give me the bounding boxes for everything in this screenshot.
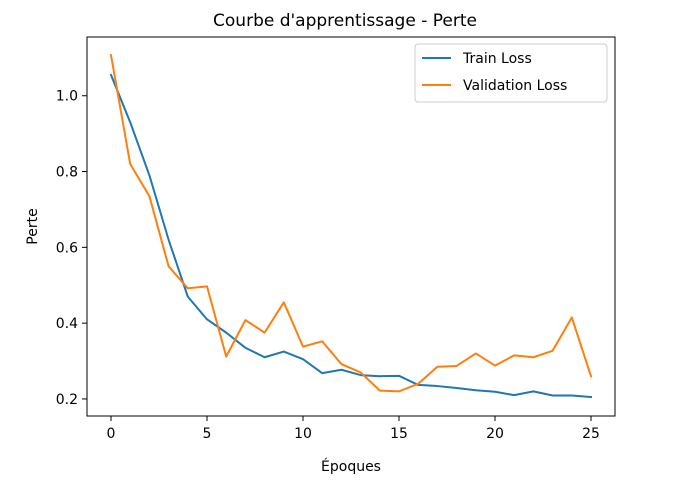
x-tick-label: 10 [294,426,312,442]
y-tick-label: 0.2 [56,392,78,408]
legend: Train Loss Validation Loss [414,43,608,103]
chart-title: Courbe d'apprentissage - Perte [213,11,477,31]
plot-frame [86,36,616,417]
tick-layer: 0 5 10 15 20 25 0.2 0.4 0.6 0.8 1.0 [56,89,600,442]
x-tick-label: 5 [203,426,212,442]
y-tick-label: 0.6 [56,240,78,256]
x-tick-label: 15 [390,426,408,442]
y-tick-label: 0.4 [56,316,78,332]
y-tick-label: 0.8 [56,165,78,181]
y-tick-label: 1.0 [56,89,78,105]
x-tick-label: 25 [582,426,600,442]
x-axis-label: Époques [321,458,381,475]
legend-label-validation-loss: Validation Loss [463,78,567,94]
legend-label-train-loss: Train Loss [462,51,532,67]
series-layer [109,54,593,399]
x-tick-label: 0 [107,426,116,442]
x-tick-label: 20 [486,426,504,442]
series-line-validation-loss [109,54,593,393]
legend-box [414,43,608,103]
y-axis-label: Perte [25,208,41,244]
series-line-train-loss [109,73,593,399]
